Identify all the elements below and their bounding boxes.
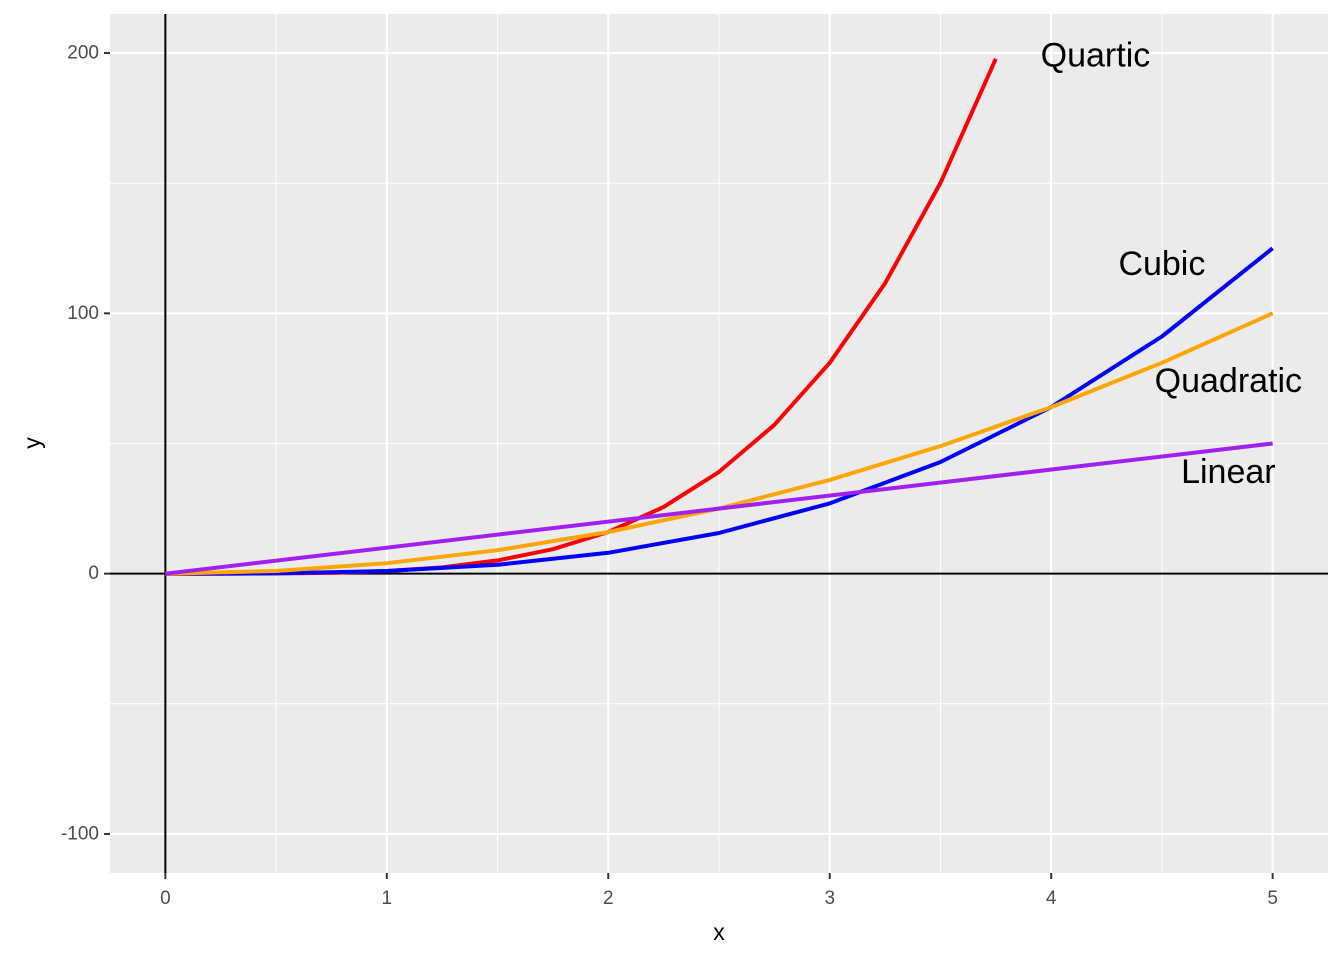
x-tick-label: 0 (160, 888, 171, 909)
series-line-cubic (165, 246, 1274, 576)
y-axis: -100 0 100 200 (61, 43, 110, 844)
series-line-linear (165, 441, 1273, 576)
y-tick-label: 100 (67, 303, 99, 324)
x-tick-label: 5 (1267, 888, 1278, 909)
y-tick-label: 200 (67, 43, 99, 64)
x-axis: 0 1 2 3 4 5 (160, 873, 1278, 909)
series-label-cubic: Cubic (1118, 245, 1205, 283)
series-label-quartic: Quartic (1041, 37, 1151, 75)
minor-gridlines (110, 14, 1328, 873)
x-tick-label: 4 (1046, 888, 1057, 909)
series-labels: Quartic Cubic Quadratic Linear (1041, 37, 1302, 491)
series-label-linear: Linear (1181, 453, 1276, 491)
x-tick-label: 2 (603, 888, 614, 909)
x-axis-title: x (713, 919, 725, 945)
series-lines (165, 57, 1274, 576)
x-tick-label: 1 (382, 888, 393, 909)
series-label-quadratic: Quadratic (1155, 362, 1302, 400)
y-axis-title: y (19, 437, 45, 449)
x-tick-label: 3 (824, 888, 835, 909)
y-tick-label: -100 (61, 823, 99, 844)
y-tick-label: 0 (88, 563, 99, 584)
